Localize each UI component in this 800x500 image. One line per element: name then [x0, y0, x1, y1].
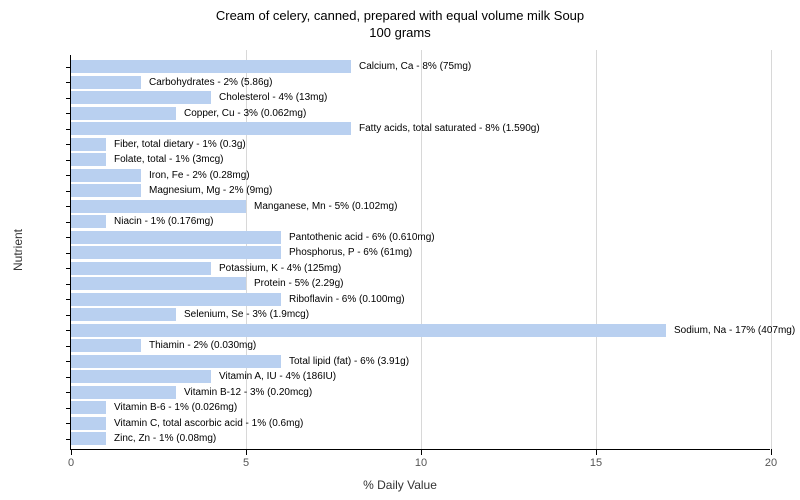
x-tick-label: 0 [68, 457, 74, 469]
bar [71, 432, 106, 445]
title-line-1: Cream of celery, canned, prepared with e… [216, 8, 584, 23]
bar [71, 324, 666, 337]
bar-label: Zinc, Zn - 1% (0.08mg) [110, 432, 216, 445]
bar [71, 277, 246, 290]
bar-label: Calcium, Ca - 8% (75mg) [355, 60, 471, 73]
bar-row: Riboflavin - 6% (0.100mg) [71, 293, 770, 306]
bar-row: Vitamin B-6 - 1% (0.026mg) [71, 401, 770, 414]
bar-label: Sodium, Na - 17% (407mg) [670, 324, 795, 337]
bar [71, 308, 176, 321]
bar-label: Total lipid (fat) - 6% (3.91g) [285, 355, 409, 368]
bar [71, 107, 176, 120]
bar-row: Thiamin - 2% (0.030mg) [71, 339, 770, 352]
bar [71, 262, 211, 275]
bar-row: Copper, Cu - 3% (0.062mg) [71, 107, 770, 120]
bar [71, 293, 281, 306]
chart-title: Cream of celery, canned, prepared with e… [0, 0, 800, 42]
bar [71, 386, 176, 399]
bar [71, 153, 106, 166]
bar-label: Thiamin - 2% (0.030mg) [145, 339, 256, 352]
title-line-2: 100 grams [369, 25, 430, 40]
bar [71, 184, 141, 197]
bar [71, 138, 106, 151]
bar-row: Vitamin A, IU - 4% (186IU) [71, 370, 770, 383]
bar-label: Protein - 5% (2.29g) [250, 277, 344, 290]
bar-label: Potassium, K - 4% (125mg) [215, 262, 341, 275]
grid-line [771, 50, 772, 449]
bar-label: Magnesium, Mg - 2% (9mg) [145, 184, 272, 197]
x-tick-label: 20 [765, 457, 777, 469]
bar-label: Cholesterol - 4% (13mg) [215, 91, 327, 104]
bar-label: Copper, Cu - 3% (0.062mg) [180, 107, 306, 120]
bar-label: Niacin - 1% (0.176mg) [110, 215, 213, 228]
bar [71, 169, 141, 182]
bar-label: Vitamin A, IU - 4% (186IU) [215, 370, 336, 383]
x-tick [246, 449, 247, 455]
x-tick [71, 449, 72, 455]
bar [71, 401, 106, 414]
bar-row: Fiber, total dietary - 1% (0.3g) [71, 138, 770, 151]
bar-row: Calcium, Ca - 8% (75mg) [71, 60, 770, 73]
bar-row: Protein - 5% (2.29g) [71, 277, 770, 290]
bar [71, 122, 351, 135]
bar-label: Iron, Fe - 2% (0.28mg) [145, 169, 250, 182]
bar [71, 200, 246, 213]
bar-label: Riboflavin - 6% (0.100mg) [285, 293, 405, 306]
bar-row: Iron, Fe - 2% (0.28mg) [71, 169, 770, 182]
x-tick [771, 449, 772, 455]
x-tick-label: 10 [415, 457, 427, 469]
bar-row: Niacin - 1% (0.176mg) [71, 215, 770, 228]
bar-label: Pantothenic acid - 6% (0.610mg) [285, 231, 435, 244]
bar-row: Magnesium, Mg - 2% (9mg) [71, 184, 770, 197]
bar-label: Phosphorus, P - 6% (61mg) [285, 246, 412, 259]
bar-label: Vitamin B-6 - 1% (0.026mg) [110, 401, 237, 414]
bar-row: Fatty acids, total saturated - 8% (1.590… [71, 122, 770, 135]
bar [71, 60, 351, 73]
x-tick-label: 15 [590, 457, 602, 469]
y-axis-label: Nutrient [11, 229, 25, 271]
bar-label: Manganese, Mn - 5% (0.102mg) [250, 200, 397, 213]
bar-row: Carbohydrates - 2% (5.86g) [71, 76, 770, 89]
bar-row: Selenium, Se - 3% (1.9mcg) [71, 308, 770, 321]
bar-row: Vitamin B-12 - 3% (0.20mcg) [71, 386, 770, 399]
bar-row: Sodium, Na - 17% (407mg) [71, 324, 770, 337]
bar-row: Pantothenic acid - 6% (0.610mg) [71, 231, 770, 244]
x-axis-label: % Daily Value [363, 478, 437, 492]
bar [71, 76, 141, 89]
x-tick [596, 449, 597, 455]
bar [71, 91, 211, 104]
bar [71, 246, 281, 259]
bar-row: Vitamin C, total ascorbic acid - 1% (0.6… [71, 417, 770, 430]
plot-area: 05101520Calcium, Ca - 8% (75mg)Carbohydr… [70, 55, 770, 450]
bar-label: Vitamin C, total ascorbic acid - 1% (0.6… [110, 417, 303, 430]
bar-row: Potassium, K - 4% (125mg) [71, 262, 770, 275]
bar-label: Carbohydrates - 2% (5.86g) [145, 76, 272, 89]
bar-row: Total lipid (fat) - 6% (3.91g) [71, 355, 770, 368]
bar-label: Folate, total - 1% (3mcg) [110, 153, 223, 166]
bar-row: Phosphorus, P - 6% (61mg) [71, 246, 770, 259]
bar [71, 215, 106, 228]
bar [71, 339, 141, 352]
bar-label: Fatty acids, total saturated - 8% (1.590… [355, 122, 540, 135]
bar [71, 370, 211, 383]
bar [71, 417, 106, 430]
bar-row: Cholesterol - 4% (13mg) [71, 91, 770, 104]
bar-row: Manganese, Mn - 5% (0.102mg) [71, 200, 770, 213]
bar-label: Vitamin B-12 - 3% (0.20mcg) [180, 386, 312, 399]
bar-label: Selenium, Se - 3% (1.9mcg) [180, 308, 309, 321]
x-tick [421, 449, 422, 455]
bar [71, 355, 281, 368]
bar-row: Zinc, Zn - 1% (0.08mg) [71, 432, 770, 445]
x-tick-label: 5 [243, 457, 249, 469]
bar-label: Fiber, total dietary - 1% (0.3g) [110, 138, 246, 151]
bar-row: Folate, total - 1% (3mcg) [71, 153, 770, 166]
bar [71, 231, 281, 244]
nutrient-chart: Cream of celery, canned, prepared with e… [0, 0, 800, 500]
